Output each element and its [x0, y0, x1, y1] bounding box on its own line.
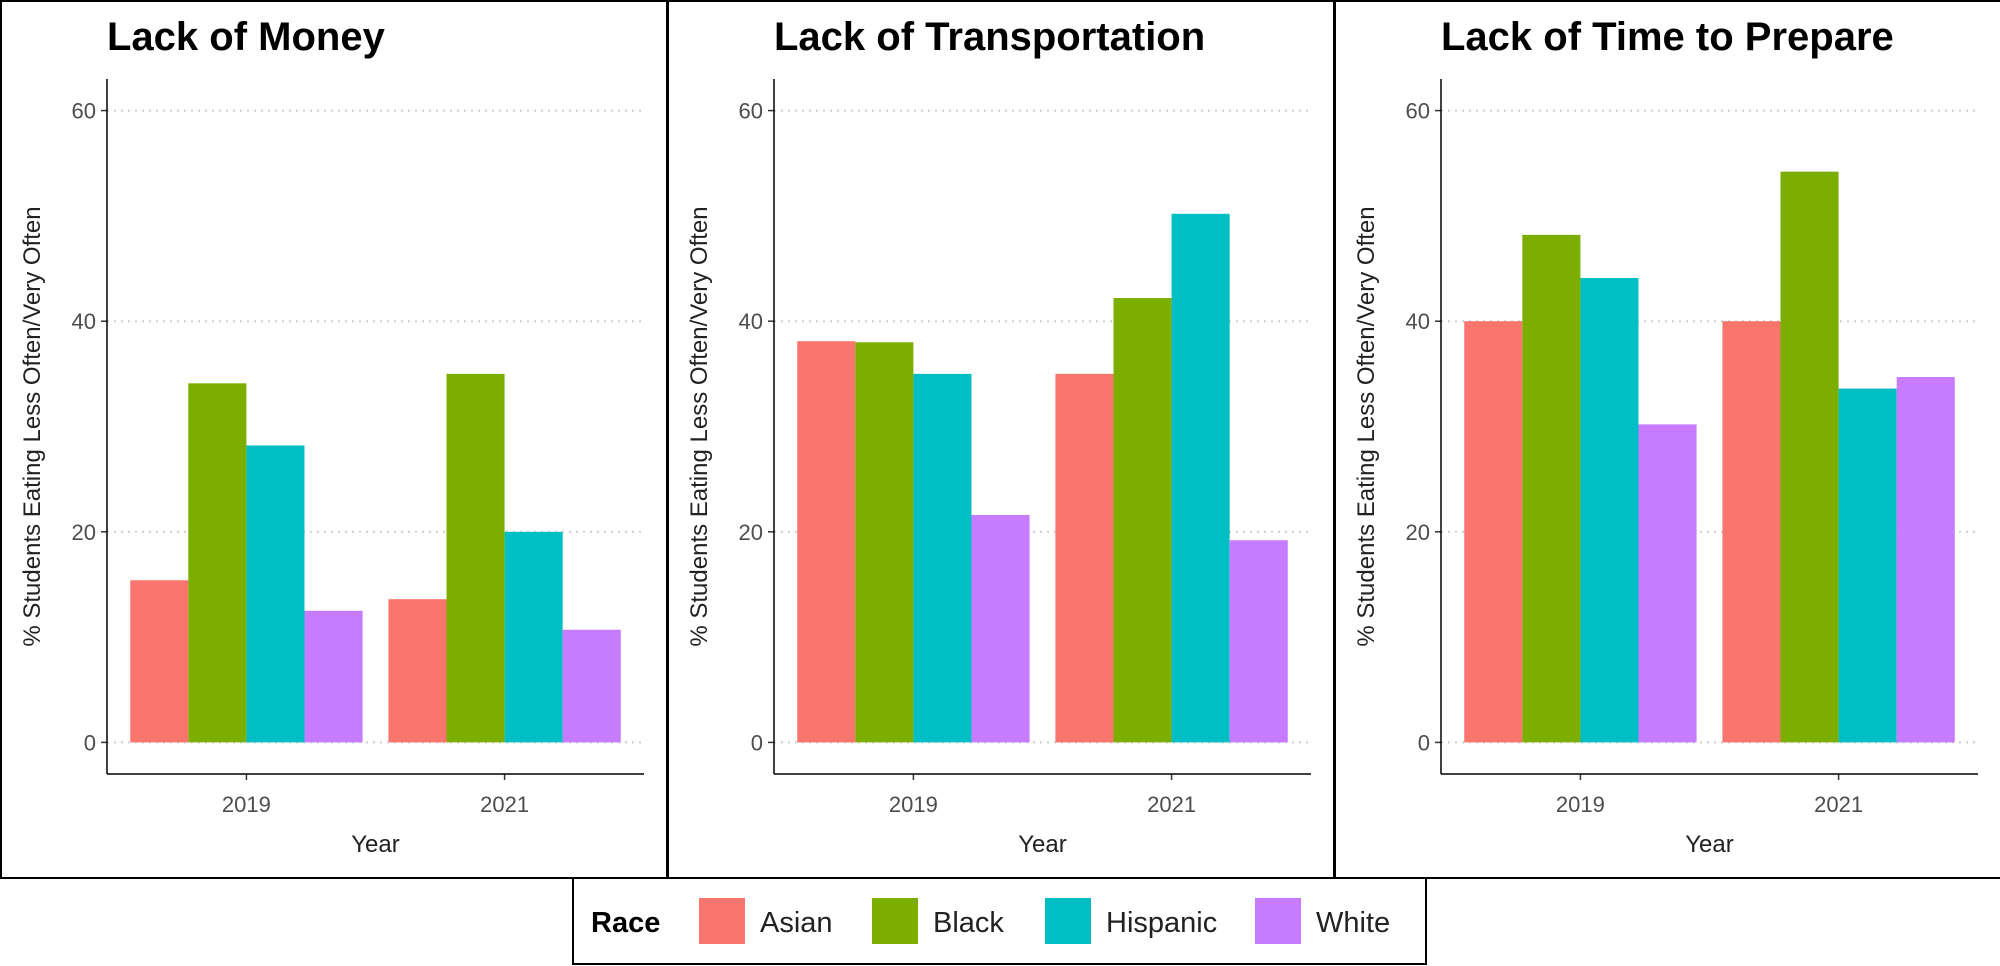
- y-tick-label: 20: [1406, 520, 1430, 545]
- bar: [1229, 540, 1288, 743]
- y-axis-title: % Students Eating Less Often/Very Often: [686, 206, 713, 646]
- legend-label: Hispanic: [1106, 907, 1217, 939]
- bar: [1896, 377, 1955, 743]
- legend-label: White: [1316, 907, 1390, 939]
- x-tick-label: 2019: [222, 792, 271, 817]
- chart-title: Lack of Transportation: [774, 15, 1205, 59]
- bar: [913, 373, 972, 743]
- y-tick-label: 60: [739, 99, 763, 124]
- bar: [1522, 234, 1581, 743]
- legend-label: Black: [933, 907, 1004, 939]
- bar: [1113, 298, 1172, 743]
- y-tick-label: 0: [1418, 730, 1430, 755]
- bar: [388, 599, 447, 743]
- y-tick-label: 40: [1406, 309, 1430, 334]
- y-tick-label: 40: [72, 309, 96, 334]
- legend-swatch: [699, 898, 745, 944]
- bar: [130, 580, 189, 743]
- legend-title: Race: [591, 907, 660, 939]
- x-axis-title: Year: [351, 831, 400, 858]
- legend-swatch: [1255, 898, 1301, 944]
- bar: [971, 514, 1030, 743]
- x-axis-title: Year: [1685, 831, 1734, 858]
- bar: [1464, 321, 1523, 743]
- legend-label: Asian: [760, 907, 833, 939]
- x-axis-title: Year: [1018, 831, 1067, 858]
- legend: Race Asian Black Hispanic White: [572, 877, 1427, 965]
- chart-title: Lack of Money: [107, 15, 386, 59]
- y-axis-title: % Students Eating Less Often/Very Often: [1353, 206, 1380, 646]
- x-tick-label: 2019: [1556, 792, 1605, 817]
- panel: Lack of Transportation 0 20 40 60 2019 2021 Yea…: [667, 0, 1335, 879]
- y-tick-label: 20: [739, 520, 763, 545]
- x-tick-label: 2021: [1814, 792, 1863, 817]
- bar: [504, 531, 563, 743]
- chart-title: Lack of Time to Prepare: [1441, 15, 1894, 59]
- bar: [562, 629, 621, 743]
- legend-swatch: [1045, 898, 1091, 944]
- x-tick-label: 2021: [480, 792, 529, 817]
- bar: [1838, 388, 1897, 743]
- bar: [855, 342, 914, 743]
- bar: [446, 373, 505, 743]
- bar: [1580, 278, 1639, 743]
- bar: [797, 341, 856, 743]
- bar: [246, 445, 305, 743]
- y-axis-title: % Students Eating Less Often/Very Often: [19, 206, 46, 646]
- y-tick-label: 40: [739, 309, 763, 334]
- panel: Lack of Time to Prepare 0 20 40 60 2019 2021 Ye…: [1334, 0, 2000, 879]
- legend-swatch: [872, 898, 918, 944]
- bar: [188, 383, 247, 743]
- bar: [1780, 171, 1839, 743]
- y-tick-label: 0: [751, 730, 763, 755]
- x-tick-label: 2021: [1147, 792, 1196, 817]
- y-tick-label: 20: [72, 520, 96, 545]
- y-tick-label: 0: [84, 730, 96, 755]
- bar: [1638, 424, 1697, 743]
- panel-border: [1334, 0, 2000, 879]
- bar: [1171, 213, 1230, 743]
- x-tick-label: 2019: [889, 792, 938, 817]
- bar: [1722, 321, 1781, 743]
- bar: [304, 610, 363, 743]
- panel: Lack of Money 0 20 40 60 2019 2021 Year % Studen…: [0, 0, 668, 879]
- y-tick-label: 60: [72, 99, 96, 124]
- bar: [1055, 373, 1114, 743]
- y-tick-label: 60: [1406, 99, 1430, 124]
